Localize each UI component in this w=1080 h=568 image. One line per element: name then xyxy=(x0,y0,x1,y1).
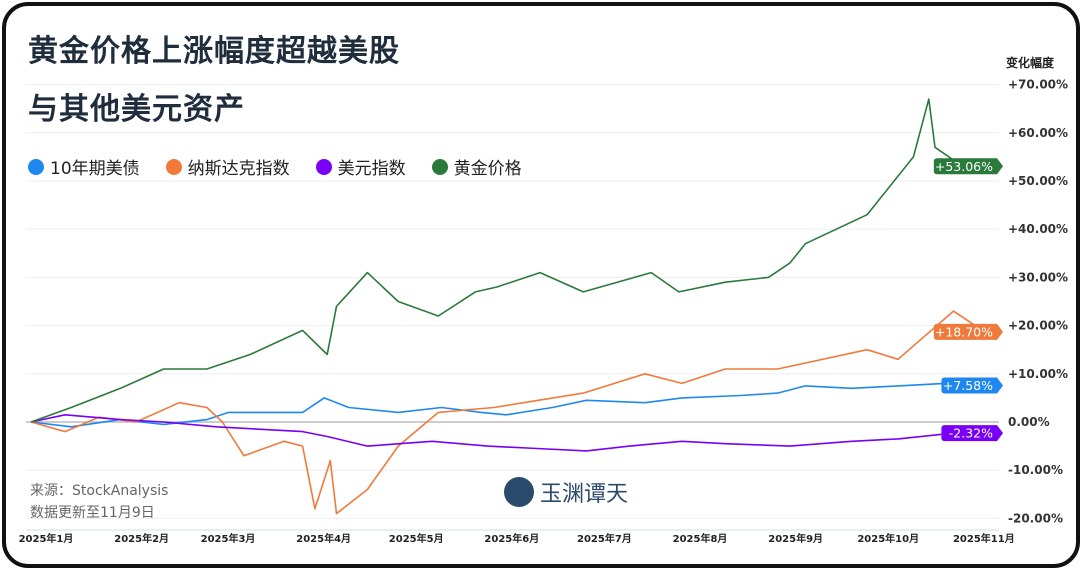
legend-label: 10年期美债 xyxy=(50,159,140,179)
y-tick-label: +60.00% xyxy=(1008,126,1068,140)
source-note: 来源：StockAnalysis 数据更新至11月9日 xyxy=(30,480,168,524)
y-tick-label: +50.00% xyxy=(1008,174,1068,188)
end-value-badge xyxy=(941,377,1003,394)
series-line-1 xyxy=(30,310,985,515)
chart-title: 黄金价格上涨幅度超越美股 xyxy=(28,34,400,69)
end-value-badge xyxy=(933,323,1003,340)
legend-item-nasdaq[interactable]: 纳斯达克指数 xyxy=(165,154,290,179)
y-tick-label: +70.00% xyxy=(1008,78,1068,92)
x-tick-label: 2025年10月 xyxy=(857,532,919,545)
y-tick-label: 0.00% xyxy=(1008,415,1050,429)
y-tick-label: +10.00% xyxy=(1008,367,1068,381)
plot-area: +70.00% +60.00% +50.00% +40.00% +30.00% +20.0… xyxy=(19,78,1068,545)
y-axis-label: 变化幅度 xyxy=(1006,56,1055,70)
x-tick-label: 2025年1月 xyxy=(19,532,74,545)
logo: 玉渊谭天 xyxy=(504,476,628,508)
x-tick-label: 2025年7月 xyxy=(577,532,632,545)
series-line-0 xyxy=(31,382,985,428)
logo-text: 玉渊谭天 xyxy=(540,482,629,507)
legend-swatch xyxy=(431,158,448,175)
y-tick-label: +20.00% xyxy=(1008,319,1068,333)
legend-item-gold[interactable]: 黄金价格 xyxy=(431,154,522,179)
y-tick-label: -10.00% xyxy=(1008,463,1063,477)
y-tick-label: +30.00% xyxy=(1008,270,1068,284)
x-tick-label: 2025年11月 xyxy=(953,532,1015,545)
legend: 10年期美债 纳斯达克指数 美元指数 黄金价格 xyxy=(28,154,522,179)
legend-swatch xyxy=(165,158,182,175)
y-tick-label: +40.00% xyxy=(1008,222,1068,236)
x-tick-label: 2025年4月 xyxy=(296,532,351,545)
logo-mark-icon xyxy=(504,477,534,507)
update-text: 数据更新至11月9日 xyxy=(30,505,155,521)
x-tick-label: 2025年9月 xyxy=(768,532,823,545)
legend-item-treasury[interactable]: 10年期美债 xyxy=(28,154,140,179)
source-text: 来源：StockAnalysis xyxy=(30,483,169,499)
end-value-label: -2.32% xyxy=(949,426,993,441)
legend-item-usd[interactable]: 美元指数 xyxy=(315,154,406,179)
legend-swatch xyxy=(28,158,44,175)
y-tick-label: -20.00% xyxy=(1008,511,1063,525)
end-value-label: +18.70% xyxy=(935,324,993,339)
legend-label: 美元指数 xyxy=(337,159,406,179)
x-tick-label: 2025年8月 xyxy=(673,532,728,545)
legend-label: 黄金价格 xyxy=(453,159,522,179)
end-value-badge xyxy=(941,425,1003,442)
x-tick-label: 2025年5月 xyxy=(389,532,444,545)
x-tick-label: 2025年2月 xyxy=(114,532,169,545)
chart-subtitle: 与其他美元资产 xyxy=(28,92,245,127)
end-value-badge xyxy=(933,158,1003,175)
legend-swatch xyxy=(315,158,332,175)
x-tick-label: 2025年6月 xyxy=(484,532,539,545)
legend-label: 纳斯达克指数 xyxy=(187,159,290,179)
end-value-label: +7.58% xyxy=(943,378,993,393)
x-tick-label: 2025年3月 xyxy=(201,532,256,545)
end-value-label: +53.06% xyxy=(935,159,993,174)
series-line-2 xyxy=(30,413,985,452)
series-line-3 xyxy=(30,98,985,423)
